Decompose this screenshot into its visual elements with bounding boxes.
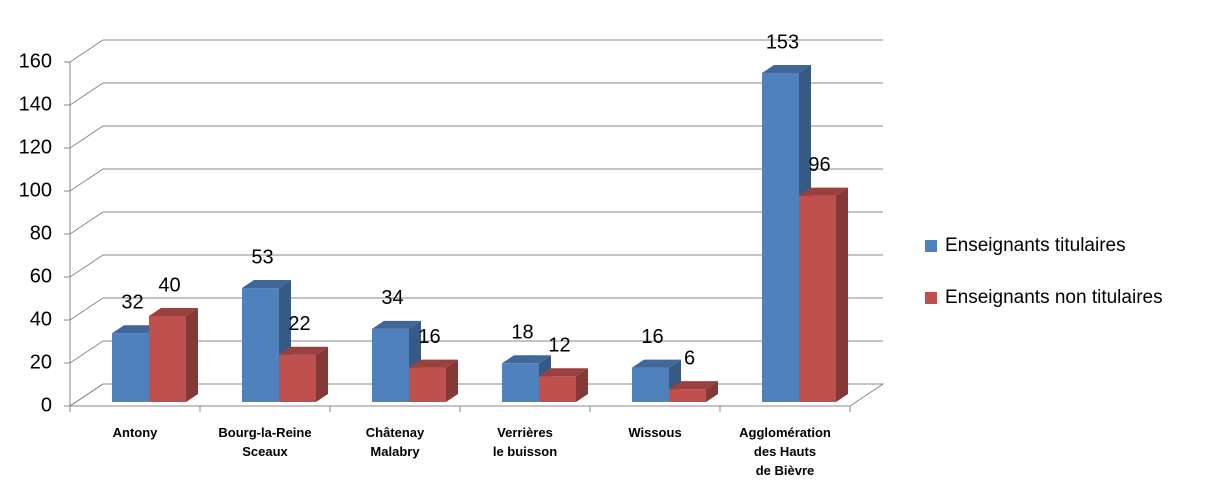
bar-top [242, 280, 291, 289]
grid-line [69, 297, 883, 321]
bar [799, 187, 848, 402]
bar-front [242, 288, 279, 402]
bar-side [706, 381, 718, 402]
bar-top [762, 65, 811, 74]
x-tick-line: Malabry [370, 444, 420, 459]
data-label: 6 [684, 347, 695, 369]
bar-front [372, 328, 409, 402]
bar-top [279, 346, 328, 355]
x-tick-label: Châtenay Malabry [366, 425, 425, 459]
y-tick-label: 100 [19, 179, 52, 201]
bar-front [112, 333, 149, 402]
bar-side [836, 187, 848, 402]
data-label: 32 [121, 291, 143, 313]
y-tick-label: 20 [30, 351, 52, 373]
bar-top [112, 325, 161, 334]
bar [669, 381, 718, 402]
bar-top [632, 359, 681, 368]
data-label: 16 [641, 326, 663, 348]
bar [502, 355, 551, 402]
bar-front [762, 73, 799, 403]
bar [539, 368, 588, 402]
bar-front [539, 376, 576, 402]
x-tick-label: Bourg-la-Reine Sceaux [218, 425, 311, 459]
y-tick-label: 80 [30, 222, 52, 244]
bar-top [409, 359, 458, 368]
grid-line [69, 211, 883, 235]
x-tick-label: Wissous [628, 425, 681, 440]
x-tick-label: Agglomération des Hauts de Bièvre [739, 425, 831, 478]
y-tick-label: 40 [30, 308, 52, 330]
legend-label: Enseignants titulaires [945, 235, 1126, 256]
x-tick-line: le buisson [493, 444, 557, 459]
x-tick-line: Châtenay [366, 425, 425, 440]
data-label: 34 [381, 287, 403, 309]
legend-swatch [925, 240, 937, 252]
grid-line [69, 39, 883, 63]
data-label: 18 [511, 322, 533, 344]
x-tick-line: Antony [113, 425, 159, 440]
grid-line [69, 82, 883, 106]
bar-side [186, 308, 198, 402]
x-tick-line: de Bièvre [756, 463, 815, 478]
grid-line [69, 168, 883, 192]
grid-line [69, 254, 883, 278]
data-label: 53 [251, 246, 273, 268]
bar-top [669, 381, 718, 390]
data-label: 12 [548, 334, 570, 356]
bar-side [446, 359, 458, 402]
bar-side [316, 346, 328, 402]
x-tick-line: Sceaux [242, 444, 288, 459]
y-tick-label: 60 [30, 265, 52, 287]
x-tick-line: Wissous [628, 425, 681, 440]
legend-label: Enseignants non titulaires [945, 287, 1163, 308]
y-tick-label: 0 [41, 394, 52, 416]
bar-top [149, 308, 198, 316]
x-tick-line: Agglomération [739, 425, 831, 440]
x-tick-label: Verrières le buisson [493, 425, 557, 459]
bar-front [279, 354, 316, 402]
bar-top [502, 355, 551, 364]
bar [279, 346, 328, 402]
bar-front [632, 367, 669, 402]
data-label: 96 [808, 154, 830, 176]
x-tick-line: Verrières [497, 425, 553, 440]
data-label: 153 [766, 31, 799, 53]
y-tick-label: 160 [19, 50, 52, 72]
bar [149, 308, 198, 402]
grid-line [69, 340, 883, 364]
bar-side [576, 368, 588, 402]
bar-top [539, 368, 588, 377]
y-tick-label: 120 [19, 136, 52, 158]
bar-front [409, 367, 446, 402]
data-label: 16 [418, 326, 440, 348]
bar-front [149, 316, 186, 402]
bar [409, 359, 458, 402]
bar-top [372, 320, 421, 329]
x-tick-line: des Hauts [754, 444, 816, 459]
x-tick-label: Antony [113, 425, 159, 440]
x-tick-line: Bourg-la-Reine [218, 425, 311, 440]
grid-line [69, 125, 883, 149]
y-tick-label: 140 [19, 93, 52, 115]
bar-top [799, 187, 848, 196]
bar-front [502, 363, 539, 402]
legend-swatch [925, 292, 937, 304]
data-label: 22 [288, 313, 310, 335]
bar-front [799, 195, 836, 402]
data-label: 40 [158, 274, 180, 296]
grid-line [69, 383, 883, 407]
bar-front [669, 389, 706, 402]
